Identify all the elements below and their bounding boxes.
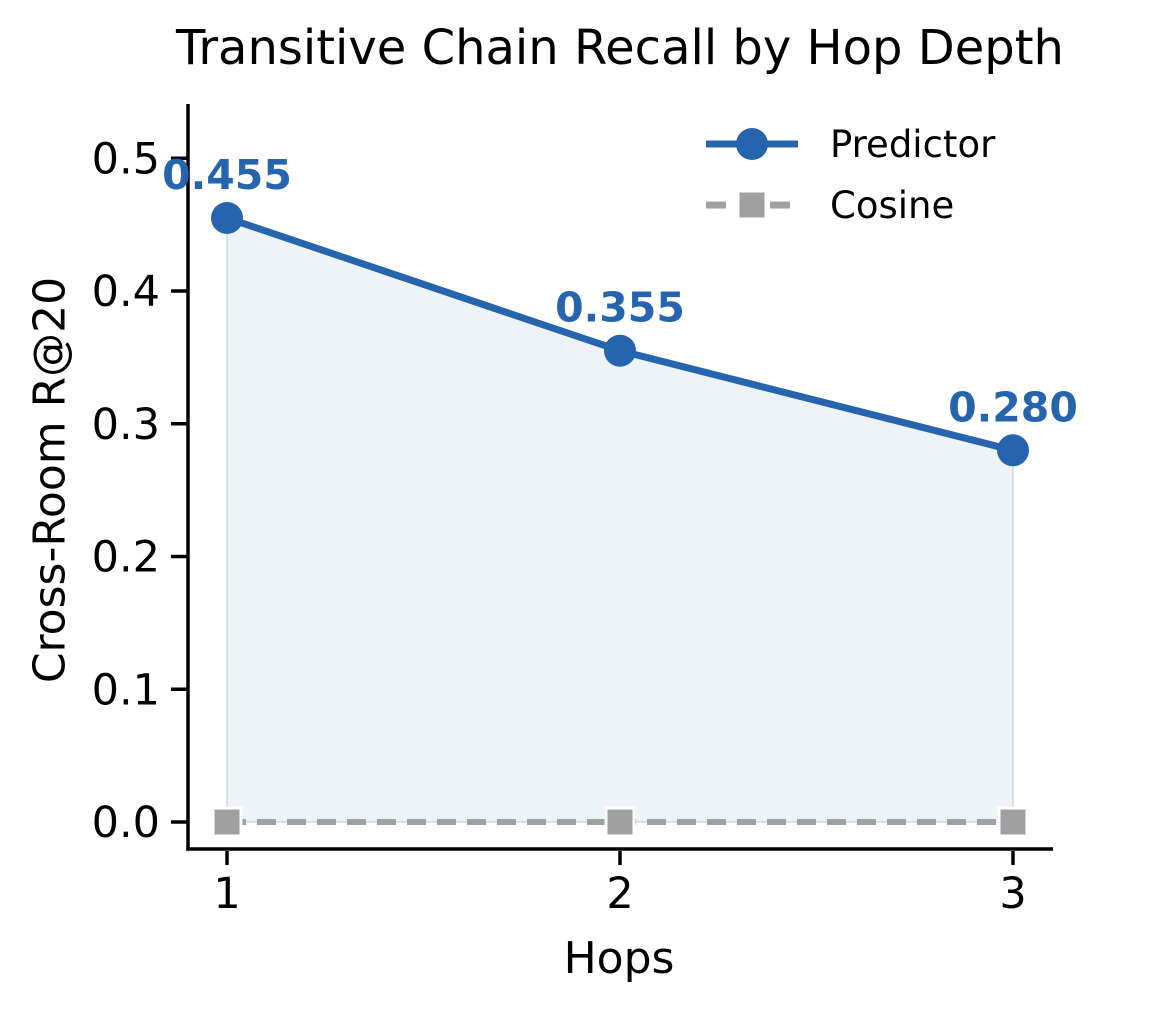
x-tick-label: 1 [213,869,240,919]
predictor-marker [604,334,636,367]
data-point-label: 0.455 [162,151,292,199]
square-marker-swatch [736,189,768,221]
y-tick-label: 0.1 [92,665,160,715]
data-point-label: 0.280 [948,383,1078,431]
y-tick-label: 0.5 [92,134,160,184]
data-point-label: 0.355 [555,284,685,332]
y-tick-label: 0.2 [92,533,160,583]
x-axis-label: Hops [563,933,675,984]
predictor-marker [997,434,1029,467]
legend-item-predictor: Predictor [702,121,995,167]
legend-label-predictor: Predictor [830,122,996,166]
predictor-line-sample-icon [706,128,798,160]
circle-marker-swatch [736,128,768,160]
x-tick-label: 3 [999,869,1026,919]
cosine-marker [997,806,1029,838]
y-tick-label: 0.3 [92,400,160,450]
legend: Predictor Cosine [702,121,995,228]
legend-item-cosine: Cosine [702,182,995,228]
legend-label-cosine: Cosine [830,183,955,227]
cosine-marker [604,806,636,838]
chart-title: Transitive Chain Recall by Hop Depth [176,20,1064,76]
cosine-marker [211,806,243,838]
x-tick-label: 2 [606,869,633,919]
y-tick-label: 0.4 [92,267,160,317]
cosine-line-sample-icon [706,189,798,221]
y-tick-label: 0.0 [92,798,160,848]
predictor-marker [211,201,243,234]
